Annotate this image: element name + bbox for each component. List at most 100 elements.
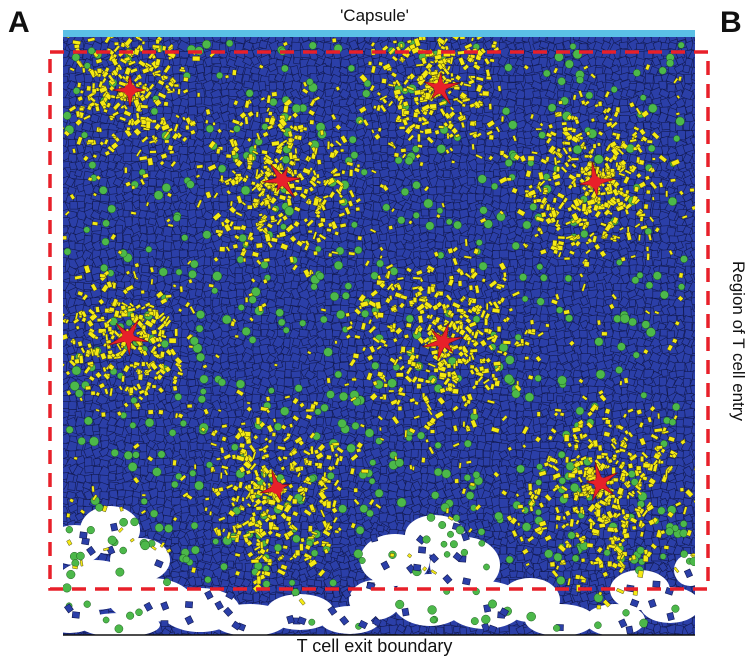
t-cell [211, 37, 223, 43]
t-cell [467, 216, 476, 225]
t-cell [251, 393, 261, 405]
t-cell [570, 383, 582, 394]
t-cell [235, 409, 243, 418]
t-cell [259, 37, 272, 42]
t-cell [138, 217, 147, 227]
t-cell [658, 376, 667, 387]
t-cell [370, 409, 379, 418]
t-cell [130, 409, 140, 419]
t-cell [436, 218, 445, 227]
t-cell [148, 75, 155, 83]
t-cell [443, 169, 451, 178]
t-cell [63, 256, 68, 267]
t-cell [434, 241, 444, 250]
t-cell [628, 299, 637, 308]
t-cell [666, 257, 677, 268]
t-cell [115, 400, 124, 408]
t-cell [531, 96, 542, 107]
t-cell [682, 417, 694, 427]
t-cell [403, 456, 411, 467]
t-cell [693, 57, 695, 68]
t-cell [84, 272, 93, 283]
t-cell [683, 120, 691, 131]
t-cell [291, 360, 300, 369]
t-cell [514, 248, 524, 257]
t-cell [692, 152, 695, 162]
t-cell [346, 258, 356, 267]
t-cell [675, 37, 686, 42]
t-cell [91, 143, 102, 153]
t-cell [372, 153, 381, 161]
t-cell [476, 163, 485, 172]
t-cell [691, 42, 695, 52]
t-cell [243, 80, 254, 90]
t-cell [579, 43, 588, 51]
t-cell [546, 343, 558, 353]
t-cell [419, 168, 429, 179]
t-cell [459, 200, 470, 211]
t-cell [690, 265, 695, 276]
t-cell [490, 73, 500, 83]
t-cell [372, 185, 381, 194]
t-cell [619, 41, 629, 50]
t-cell [227, 193, 238, 202]
t-cell [293, 56, 301, 65]
t-cell [76, 200, 86, 209]
t-cell [187, 379, 197, 387]
t-cell [298, 393, 308, 402]
t-cell [499, 481, 511, 491]
t-cell [666, 315, 678, 324]
t-cell [610, 37, 624, 44]
t-cell [298, 329, 309, 338]
t-cell [667, 41, 678, 51]
t-cell [188, 106, 198, 116]
t-cell [178, 145, 189, 155]
t-cell [466, 177, 476, 186]
t-cell [211, 177, 220, 186]
t-cell [68, 139, 77, 147]
t-cell [339, 488, 350, 498]
t-cell [691, 344, 695, 354]
t-cell [410, 418, 419, 427]
t-cell [99, 194, 110, 203]
t-cell [314, 37, 325, 43]
t-cell [682, 377, 691, 388]
t-cell [202, 489, 211, 497]
t-cell [259, 54, 273, 67]
t-cell [691, 440, 695, 451]
t-cell [242, 40, 254, 52]
t-cell [676, 410, 686, 419]
t-cell [164, 465, 174, 475]
t-cell [442, 410, 453, 419]
t-cell [586, 391, 598, 403]
t-cell [363, 385, 373, 395]
t-cell [692, 143, 695, 154]
t-cell [499, 432, 508, 441]
t-cell [410, 449, 419, 458]
t-cell [258, 39, 268, 50]
t-cell [252, 346, 261, 355]
t-cell [147, 393, 155, 402]
t-cell [581, 306, 590, 315]
t-cell [587, 280, 596, 289]
t-cell [116, 232, 124, 243]
t-cell [547, 392, 554, 401]
t-cell [524, 360, 534, 370]
t-cell [330, 58, 341, 68]
t-cell [692, 271, 695, 281]
t-cell [122, 209, 130, 218]
t-cell [549, 354, 559, 363]
t-cell [211, 153, 219, 162]
t-cell [211, 472, 220, 483]
t-cell [293, 312, 301, 321]
t-cell [364, 160, 375, 169]
t-cell [317, 145, 327, 155]
t-cell [514, 74, 524, 83]
t-cell [179, 402, 188, 411]
t-cell [404, 384, 413, 393]
t-cell [171, 520, 181, 532]
t-cell [684, 161, 693, 170]
t-cell [178, 217, 189, 228]
t-cell [396, 512, 404, 522]
exit-boundary-label: T cell exit boundary [296, 636, 453, 656]
